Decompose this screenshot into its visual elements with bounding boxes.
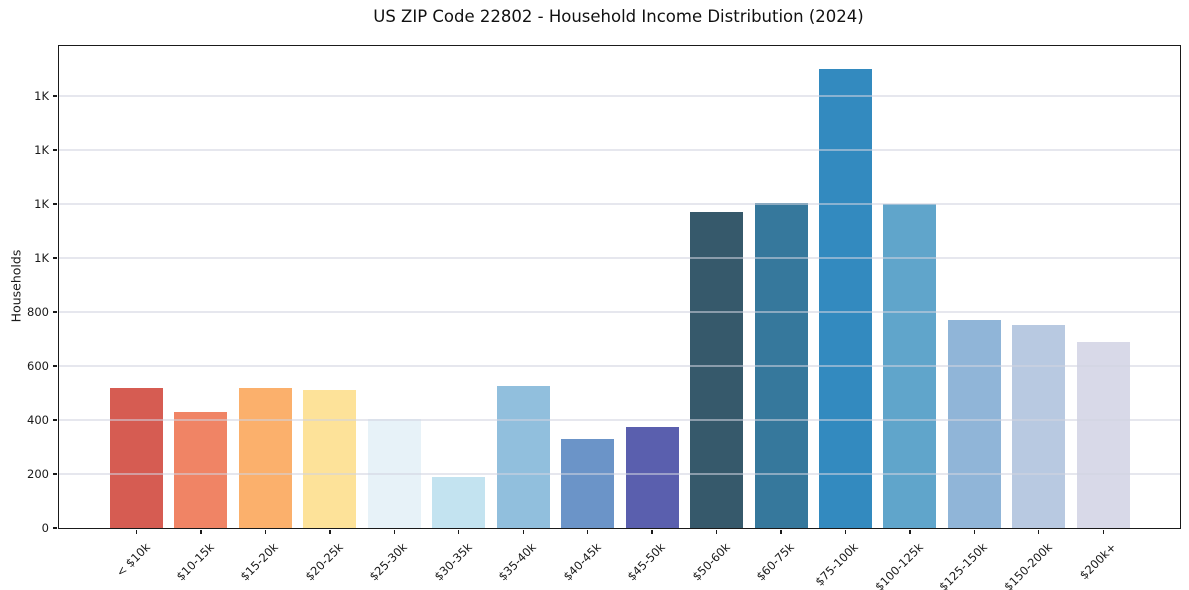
bar-10k [110, 387, 163, 528]
bar-10-15k [174, 411, 228, 528]
bar-30-35k [432, 476, 486, 528]
x-tick-mark [651, 529, 653, 535]
x-tick-mark [1038, 529, 1040, 535]
gridline [59, 473, 1180, 475]
y-tick-label: 1K [34, 250, 49, 265]
y-tick-mark [53, 419, 58, 421]
x-tick-mark [844, 529, 847, 535]
bar-125-150k [947, 320, 1001, 528]
bar-45-50k [625, 426, 679, 528]
x-tick-mark [715, 529, 718, 535]
chart-title: US ZIP Code 22802 - Household Income Dis… [373, 7, 864, 26]
y-tick-mark [53, 95, 58, 97]
x-tick-mark [1102, 529, 1104, 535]
y-tick-label: 400 [27, 413, 49, 427]
x-tick-mark [458, 529, 460, 535]
gridline [59, 419, 1180, 421]
y-tick-mark [53, 203, 58, 205]
y-tick-mark [53, 149, 58, 151]
gridline [59, 203, 1180, 205]
x-tick-mark [909, 529, 911, 535]
y-tick-mark [53, 473, 58, 475]
x-tick-mark [264, 529, 267, 535]
x-tick-mark [973, 529, 976, 535]
bar-20-25k [303, 390, 357, 528]
y-tick-mark [53, 311, 58, 313]
bar-35-40k [496, 386, 550, 528]
gridline [59, 311, 1180, 313]
bar-15-20k [238, 387, 292, 528]
y-tick-label: 1K [34, 142, 49, 157]
plot-area: < $10k $10-15k $15-20k $20-25k $25-30k $30-35… [27, 45, 1181, 590]
x-tick-mark [393, 529, 395, 535]
y-tick-label: 0 [41, 521, 49, 535]
gridline [59, 149, 1180, 151]
gridline [59, 365, 1180, 367]
y-tick-label: 200 [27, 467, 49, 481]
gridline [59, 257, 1180, 259]
y-tick-label: 1K [34, 196, 49, 211]
gridline [59, 95, 1180, 97]
x-tick-mark [200, 529, 202, 535]
x-tick-mark [329, 529, 331, 535]
y-tick-label: 800 [27, 304, 49, 319]
bar-40-45k [561, 438, 615, 528]
x-tick-mark [586, 529, 589, 535]
y-tick-mark [53, 527, 58, 529]
x-tick-mark [135, 529, 138, 535]
bar-50-60k [690, 212, 744, 528]
bar-150-200k [1012, 325, 1066, 528]
y-tick-mark [53, 365, 58, 367]
x-tick-mark [522, 529, 524, 535]
y-tick-label: 1K [34, 88, 49, 103]
bar-75-100k [818, 68, 872, 528]
bar-200k [1076, 341, 1130, 528]
y-tick-label: 600 [27, 358, 49, 373]
y-tick-mark [53, 257, 58, 259]
x-tick-mark [780, 529, 782, 535]
x-tick-label: < $10k [112, 540, 153, 580]
